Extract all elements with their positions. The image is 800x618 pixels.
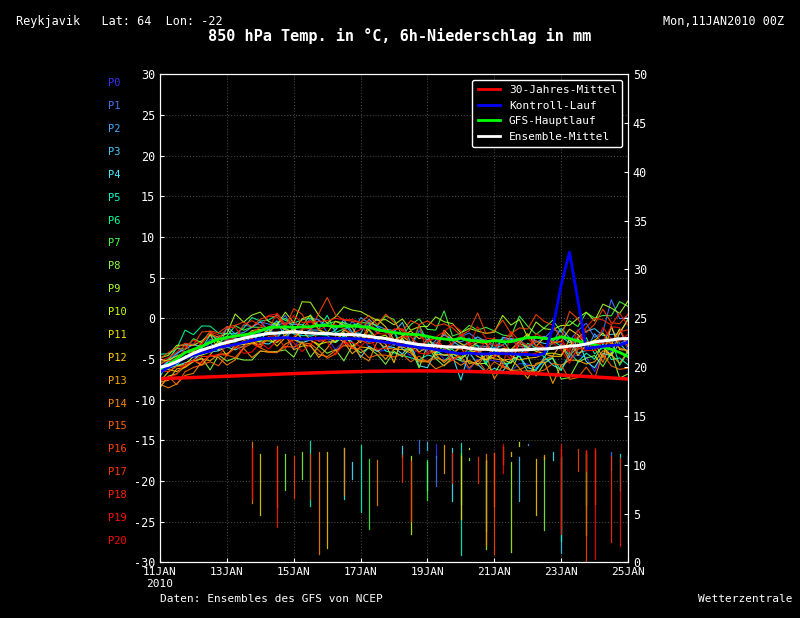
Text: P19: P19 [108, 513, 126, 523]
Text: Daten: Ensembles des GFS von NCEP: Daten: Ensembles des GFS von NCEP [160, 595, 382, 604]
Text: P17: P17 [108, 467, 126, 477]
Text: P7: P7 [108, 239, 121, 248]
Text: P15: P15 [108, 421, 126, 431]
Text: Reykjavik   Lat: 64  Lon: -22: Reykjavik Lat: 64 Lon: -22 [16, 15, 222, 28]
Text: P20: P20 [108, 536, 126, 546]
Text: 850 hPa Temp. in °C, 6h-Niederschlag in mm: 850 hPa Temp. in °C, 6h-Niederschlag in … [208, 28, 592, 44]
Text: P14: P14 [108, 399, 126, 408]
Text: P0: P0 [108, 78, 121, 88]
Text: P11: P11 [108, 330, 126, 340]
Text: P12: P12 [108, 353, 126, 363]
Text: P10: P10 [108, 307, 126, 317]
Text: P16: P16 [108, 444, 126, 454]
Legend: 30-Jahres-Mittel, Kontroll-Lauf, GFS-Hauptlauf, Ensemble-Mittel: 30-Jahres-Mittel, Kontroll-Lauf, GFS-Hau… [472, 80, 622, 148]
Text: P1: P1 [108, 101, 121, 111]
Text: P6: P6 [108, 216, 121, 226]
Text: P3: P3 [108, 147, 121, 157]
Text: P13: P13 [108, 376, 126, 386]
Text: P5: P5 [108, 193, 121, 203]
Text: P18: P18 [108, 490, 126, 500]
Text: Wetterzentrale: Wetterzentrale [698, 595, 792, 604]
Text: P9: P9 [108, 284, 121, 294]
Text: P2: P2 [108, 124, 121, 134]
Text: P4: P4 [108, 170, 121, 180]
Text: P8: P8 [108, 261, 121, 271]
Text: Mon,11JAN2010 00Z: Mon,11JAN2010 00Z [663, 15, 784, 28]
